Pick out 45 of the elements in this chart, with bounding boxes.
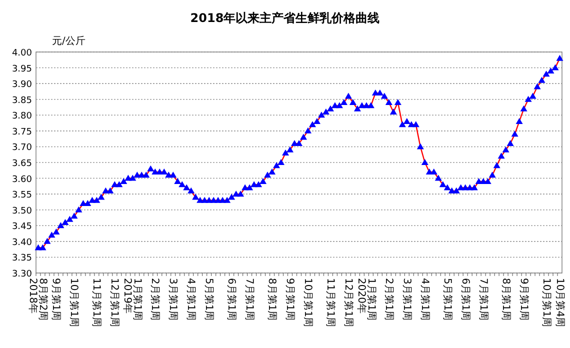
x-tick-label: 10月第1周 <box>68 278 80 328</box>
x-tick-label: 5月第1周 <box>203 278 216 321</box>
y-tick-label: 3.85 <box>12 96 32 106</box>
y-tick-label: 3.60 <box>12 174 32 185</box>
x-tick-label: 3月第1周 <box>400 278 413 321</box>
x-tick-label: 2020年1月第1周 <box>355 278 378 321</box>
y-tick-label: 4.00 <box>12 48 32 58</box>
y-tick-label: 3.30 <box>12 270 32 280</box>
y-tick-label: 3.45 <box>12 222 32 232</box>
x-tick-label: 9月第1周 <box>50 278 62 321</box>
chart-title: 2018年以来主产省生鲜乳价格曲线 <box>190 11 380 25</box>
x-tick-label: 3月第1周 <box>167 278 180 321</box>
y-tick-label: 3.70 <box>12 143 32 154</box>
y-tick-label: 3.50 <box>12 206 32 216</box>
x-tick-label: 7月第1周 <box>477 278 490 321</box>
x-tick-label: 10月第1周 <box>540 278 552 328</box>
y-tick-label: 3.55 <box>12 190 32 201</box>
x-tick-label: 9月第1周 <box>518 278 530 321</box>
y-tick-label: 3.80 <box>12 112 32 122</box>
x-tick-label: 2018年8月第2周 <box>27 278 50 321</box>
y-tick-label: 3.35 <box>12 254 32 264</box>
x-tick-label: 7月第1周 <box>244 278 256 321</box>
x-tick-label: 2月第1周 <box>382 278 395 321</box>
x-tick-label: 10月第1周 <box>302 278 314 328</box>
x-tick-label: 2月第1周 <box>149 278 162 321</box>
x-tick-label: 6月第1周 <box>459 278 472 321</box>
x-tick-label: 12月第1周 <box>108 278 121 328</box>
x-tick-label: 6月第1周 <box>226 278 238 321</box>
y-tick-label: 3.65 <box>12 159 32 169</box>
x-tick-label: 12月第1周 <box>342 278 354 328</box>
x-tick-label: 10月第4周 <box>554 278 566 328</box>
y-tick-label: 3.90 <box>12 80 32 90</box>
x-tick-label: 8月第1周 <box>266 278 278 321</box>
y-axis-title: 元/公斤 <box>52 35 86 47</box>
y-tick-label: 3.95 <box>12 64 32 74</box>
y-tick-label: 3.75 <box>12 127 32 138</box>
x-tick-label: 8月第1周 <box>500 278 512 321</box>
x-tick-label: 2019年1月第1周 <box>122 278 144 321</box>
x-tick-label: 11月第1周 <box>90 278 103 328</box>
x-tick-label: 9月第1周 <box>284 278 296 321</box>
x-tick-label: 4月第1周 <box>185 278 198 321</box>
x-tick-label: 4月第1周 <box>418 278 431 321</box>
x-tick-label: 5月第1周 <box>441 278 454 321</box>
y-tick-label: 3.40 <box>12 238 32 248</box>
x-tick-label: 11月第1周 <box>324 278 336 328</box>
